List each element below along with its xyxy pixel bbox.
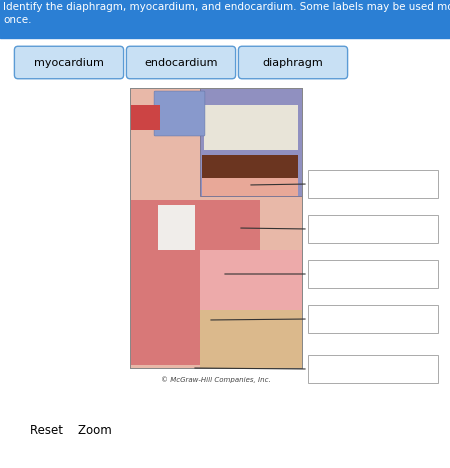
FancyBboxPatch shape [130, 105, 160, 130]
FancyBboxPatch shape [158, 205, 195, 250]
FancyBboxPatch shape [130, 88, 302, 368]
FancyBboxPatch shape [202, 155, 298, 178]
FancyBboxPatch shape [14, 46, 124, 79]
Text: myocardium: myocardium [34, 58, 104, 67]
Text: Reset    Zoom: Reset Zoom [30, 424, 112, 437]
Text: © McGraw-Hill Companies, Inc.: © McGraw-Hill Companies, Inc. [161, 376, 271, 383]
FancyBboxPatch shape [200, 250, 302, 368]
Text: Identify the diaphragm, myocardium, and endocardium. Some labels may be used mor: Identify the diaphragm, myocardium, and … [3, 2, 450, 25]
FancyBboxPatch shape [308, 170, 438, 198]
Text: endocardium: endocardium [144, 58, 218, 67]
FancyBboxPatch shape [130, 200, 260, 365]
FancyBboxPatch shape [238, 46, 347, 79]
FancyBboxPatch shape [126, 46, 236, 79]
FancyBboxPatch shape [308, 305, 438, 333]
FancyBboxPatch shape [200, 310, 302, 368]
FancyBboxPatch shape [200, 88, 302, 196]
FancyBboxPatch shape [308, 260, 438, 288]
FancyBboxPatch shape [202, 178, 298, 196]
FancyBboxPatch shape [308, 215, 438, 243]
FancyBboxPatch shape [308, 355, 438, 383]
Text: diaphragm: diaphragm [263, 58, 324, 67]
FancyBboxPatch shape [0, 0, 450, 38]
FancyBboxPatch shape [154, 91, 205, 136]
FancyBboxPatch shape [204, 105, 298, 150]
